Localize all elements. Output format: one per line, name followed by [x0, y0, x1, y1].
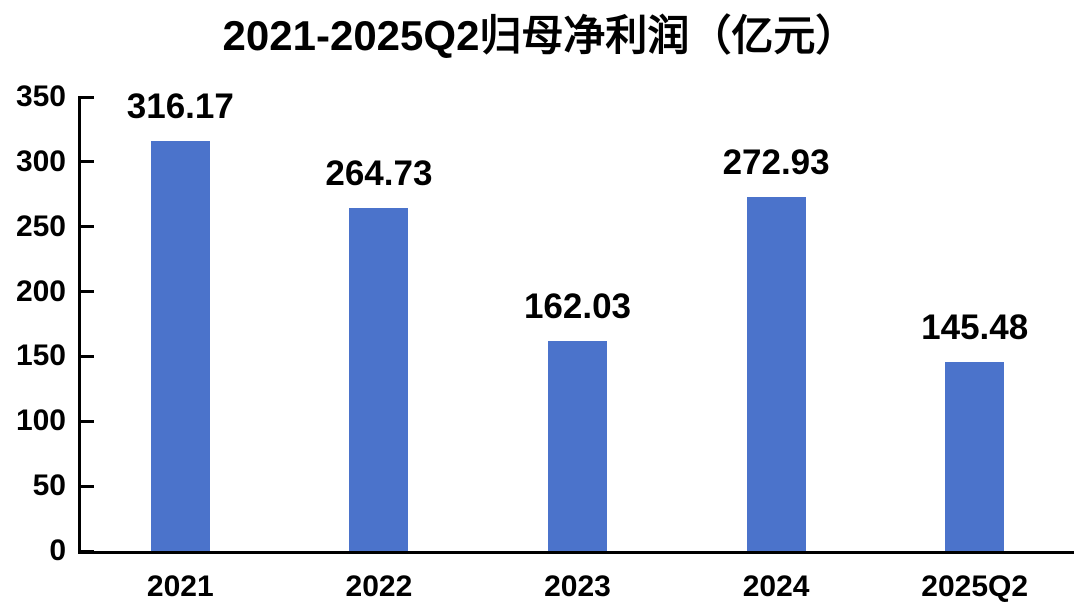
x-tick-label-2021: 2021: [146, 570, 214, 603]
plot-area: 316.17 264.73 162.03 272.93 145.48: [81, 89, 1074, 553]
y-tick-mark-0: [81, 549, 94, 553]
y-tick-mark-150: [81, 354, 94, 358]
y-tick-label-150: 150: [15, 339, 66, 373]
bar-2024: [746, 196, 806, 551]
y-tick-label-200: 200: [15, 274, 66, 308]
y-tick-label-300: 300: [15, 144, 66, 178]
y-tick-label-0: 0: [49, 534, 66, 567]
bar-value-label-2025Q2: 145.48: [921, 308, 1029, 348]
y-tick-label-50: 50: [32, 469, 66, 503]
bar-2025Q2: [945, 362, 1005, 551]
y-tick-mark-300: [81, 160, 94, 164]
y-tick-mark-250: [81, 225, 94, 229]
bar-value-label-2024: 272.93: [722, 142, 830, 182]
x-axis-line: [78, 551, 1074, 554]
x-tick-label-2022: 2022: [345, 570, 413, 603]
y-tick-mark-350: [81, 95, 94, 99]
y-tick-mark-100: [81, 419, 94, 423]
y-axis-line: [78, 96, 81, 554]
bar-2021: [150, 140, 210, 551]
y-tick-label-250: 250: [15, 209, 66, 243]
x-tick-label-2024: 2024: [742, 570, 810, 603]
x-tick-label-2023: 2023: [544, 570, 611, 603]
y-tick-label-100: 100: [15, 404, 66, 438]
bar-value-label-2023: 162.03: [523, 286, 632, 326]
y-tick-mark-50: [81, 484, 94, 488]
bar-value-label-2021: 316.17: [126, 86, 234, 126]
y-tick-mark-200: [81, 290, 94, 294]
x-tick-label-2025Q2: 2025Q2: [921, 570, 1029, 603]
bar-2023: [548, 340, 607, 551]
chart-title: 2021-2025Q2归母净利润（亿元）: [222, 12, 858, 59]
bar-2022: [349, 207, 409, 551]
y-tick-label-350: 350: [15, 80, 66, 113]
bar-value-label-2022: 264.73: [325, 153, 433, 193]
